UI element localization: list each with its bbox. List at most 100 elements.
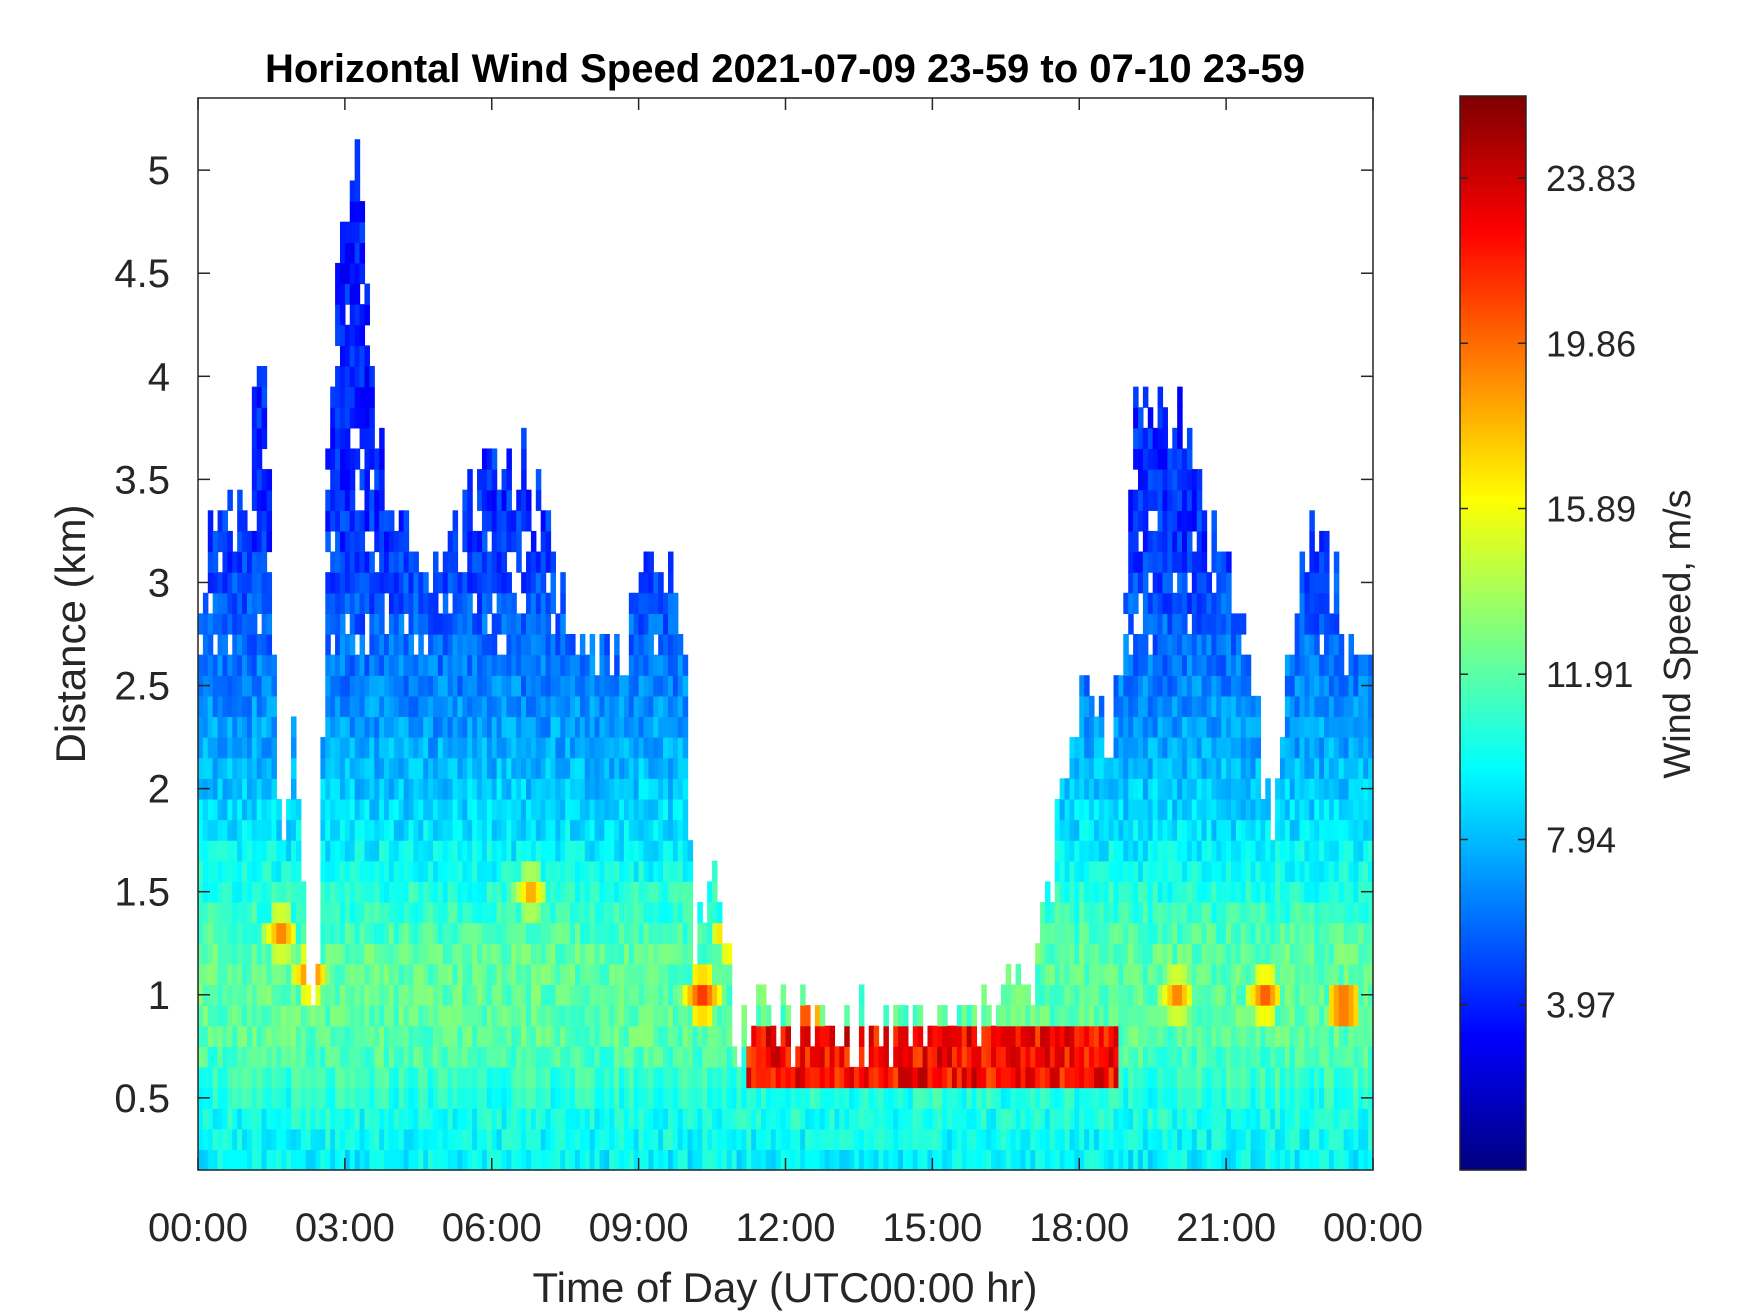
heatmap-cell bbox=[1289, 716, 1296, 738]
heatmap-cell bbox=[266, 1149, 273, 1171]
heatmap-cell bbox=[819, 1046, 826, 1068]
heatmap-cell bbox=[369, 1149, 375, 1171]
heatmap-cell bbox=[1133, 407, 1139, 429]
heatmap-cell bbox=[893, 1128, 899, 1150]
heatmap-cell bbox=[428, 963, 434, 986]
heatmap-cell bbox=[388, 1025, 395, 1047]
heatmap-cell bbox=[516, 675, 522, 697]
heatmap-cell bbox=[339, 407, 346, 429]
heatmap-cell bbox=[1284, 943, 1291, 965]
heatmap-cell bbox=[638, 1005, 645, 1027]
heatmap-cell bbox=[1152, 634, 1159, 656]
heatmap-cell bbox=[1069, 902, 1075, 924]
heatmap-cell bbox=[369, 778, 375, 800]
heatmap-cell bbox=[682, 1128, 689, 1150]
heatmap-cell bbox=[1211, 902, 1217, 924]
heatmap-cell bbox=[1157, 407, 1164, 429]
heatmap-cell bbox=[1299, 922, 1306, 944]
heatmap-cell bbox=[677, 1108, 684, 1130]
heatmap-cell bbox=[1098, 881, 1105, 903]
heatmap-cell bbox=[202, 737, 209, 759]
heatmap-cell bbox=[379, 1108, 385, 1130]
heatmap-cell bbox=[330, 1025, 336, 1047]
heatmap-cell bbox=[604, 1005, 610, 1027]
heatmap-cell bbox=[824, 1066, 831, 1089]
heatmap-cell bbox=[418, 1128, 424, 1150]
heatmap-cell bbox=[496, 840, 503, 862]
heatmap-cell bbox=[477, 984, 483, 1006]
heatmap-cell bbox=[1157, 634, 1164, 656]
heatmap-cell bbox=[1025, 984, 1031, 1006]
heatmap-cell bbox=[628, 613, 635, 635]
heatmap-cell bbox=[428, 819, 434, 841]
heatmap-cell bbox=[330, 469, 336, 491]
heatmap-cell bbox=[1304, 943, 1310, 965]
heatmap-cell bbox=[1147, 819, 1154, 841]
heatmap-cell bbox=[643, 1005, 650, 1027]
heatmap-cell bbox=[237, 613, 243, 635]
heatmap-cell bbox=[633, 922, 640, 944]
heatmap-cell bbox=[726, 1066, 733, 1089]
heatmap-cell bbox=[550, 1025, 556, 1047]
heatmap-cell bbox=[1142, 757, 1149, 779]
heatmap-cell bbox=[854, 1108, 860, 1130]
heatmap-cell bbox=[339, 840, 346, 862]
heatmap-cell bbox=[261, 1128, 268, 1150]
heatmap-cell bbox=[716, 902, 723, 924]
heatmap-cell bbox=[1240, 922, 1247, 944]
heatmap-cell bbox=[526, 922, 532, 944]
heatmap-cell bbox=[1059, 1087, 1066, 1109]
heatmap-cell bbox=[1304, 695, 1310, 718]
heatmap-cell bbox=[1250, 881, 1257, 903]
heatmap-cell bbox=[339, 963, 346, 986]
heatmap-cell bbox=[614, 902, 620, 924]
heatmap-cell bbox=[433, 1005, 439, 1027]
heatmap-cell bbox=[222, 1005, 228, 1027]
heatmap-cell bbox=[1240, 943, 1247, 965]
heatmap-cell bbox=[560, 963, 566, 986]
heatmap-cell bbox=[212, 1128, 219, 1150]
heatmap-cell bbox=[403, 819, 410, 841]
heatmap-cell bbox=[521, 634, 527, 656]
heatmap-cell bbox=[1172, 551, 1178, 573]
heatmap-cell bbox=[1138, 572, 1144, 594]
heatmap-cell bbox=[486, 1149, 493, 1171]
heatmap-cell bbox=[707, 943, 713, 965]
heatmap-cell bbox=[516, 530, 522, 553]
heatmap-cell bbox=[344, 324, 351, 346]
heatmap-cell bbox=[1275, 1087, 1281, 1109]
heatmap-cell bbox=[1079, 902, 1085, 924]
heatmap-cell bbox=[1138, 963, 1144, 986]
heatmap-cell bbox=[677, 1149, 684, 1171]
heatmap-cell bbox=[535, 1108, 542, 1130]
heatmap-cell bbox=[1240, 716, 1247, 738]
heatmap-cell bbox=[359, 427, 366, 450]
heatmap-cell bbox=[477, 530, 483, 553]
heatmap-cell bbox=[457, 963, 463, 986]
heatmap-cell bbox=[761, 1108, 767, 1130]
heatmap-cell bbox=[286, 1046, 292, 1068]
heatmap-cell bbox=[1299, 840, 1306, 862]
heatmap-cell bbox=[408, 1005, 415, 1027]
heatmap-cell bbox=[335, 737, 341, 759]
heatmap-cell bbox=[511, 675, 517, 697]
heatmap-cell bbox=[1211, 1046, 1217, 1068]
heatmap-cell bbox=[442, 613, 449, 635]
heatmap-cell bbox=[403, 654, 410, 676]
heatmap-cell bbox=[403, 1046, 410, 1068]
heatmap-cell bbox=[1015, 984, 1022, 1006]
heatmap-cell bbox=[653, 737, 659, 759]
heatmap-cell bbox=[242, 1066, 248, 1089]
heatmap-cell bbox=[467, 943, 473, 965]
heatmap-cell bbox=[672, 922, 679, 944]
heatmap-cell bbox=[1162, 860, 1168, 882]
heatmap-cell bbox=[452, 613, 459, 635]
heatmap-cell bbox=[1270, 860, 1276, 882]
heatmap-cell bbox=[1216, 1046, 1222, 1068]
heatmap-cell bbox=[251, 1066, 258, 1089]
heatmap-cell bbox=[521, 716, 527, 738]
heatmap-cell bbox=[668, 1108, 674, 1130]
heatmap-cell bbox=[687, 1005, 694, 1027]
heatmap-cell bbox=[668, 675, 674, 697]
heatmap-cell bbox=[707, 984, 713, 1006]
